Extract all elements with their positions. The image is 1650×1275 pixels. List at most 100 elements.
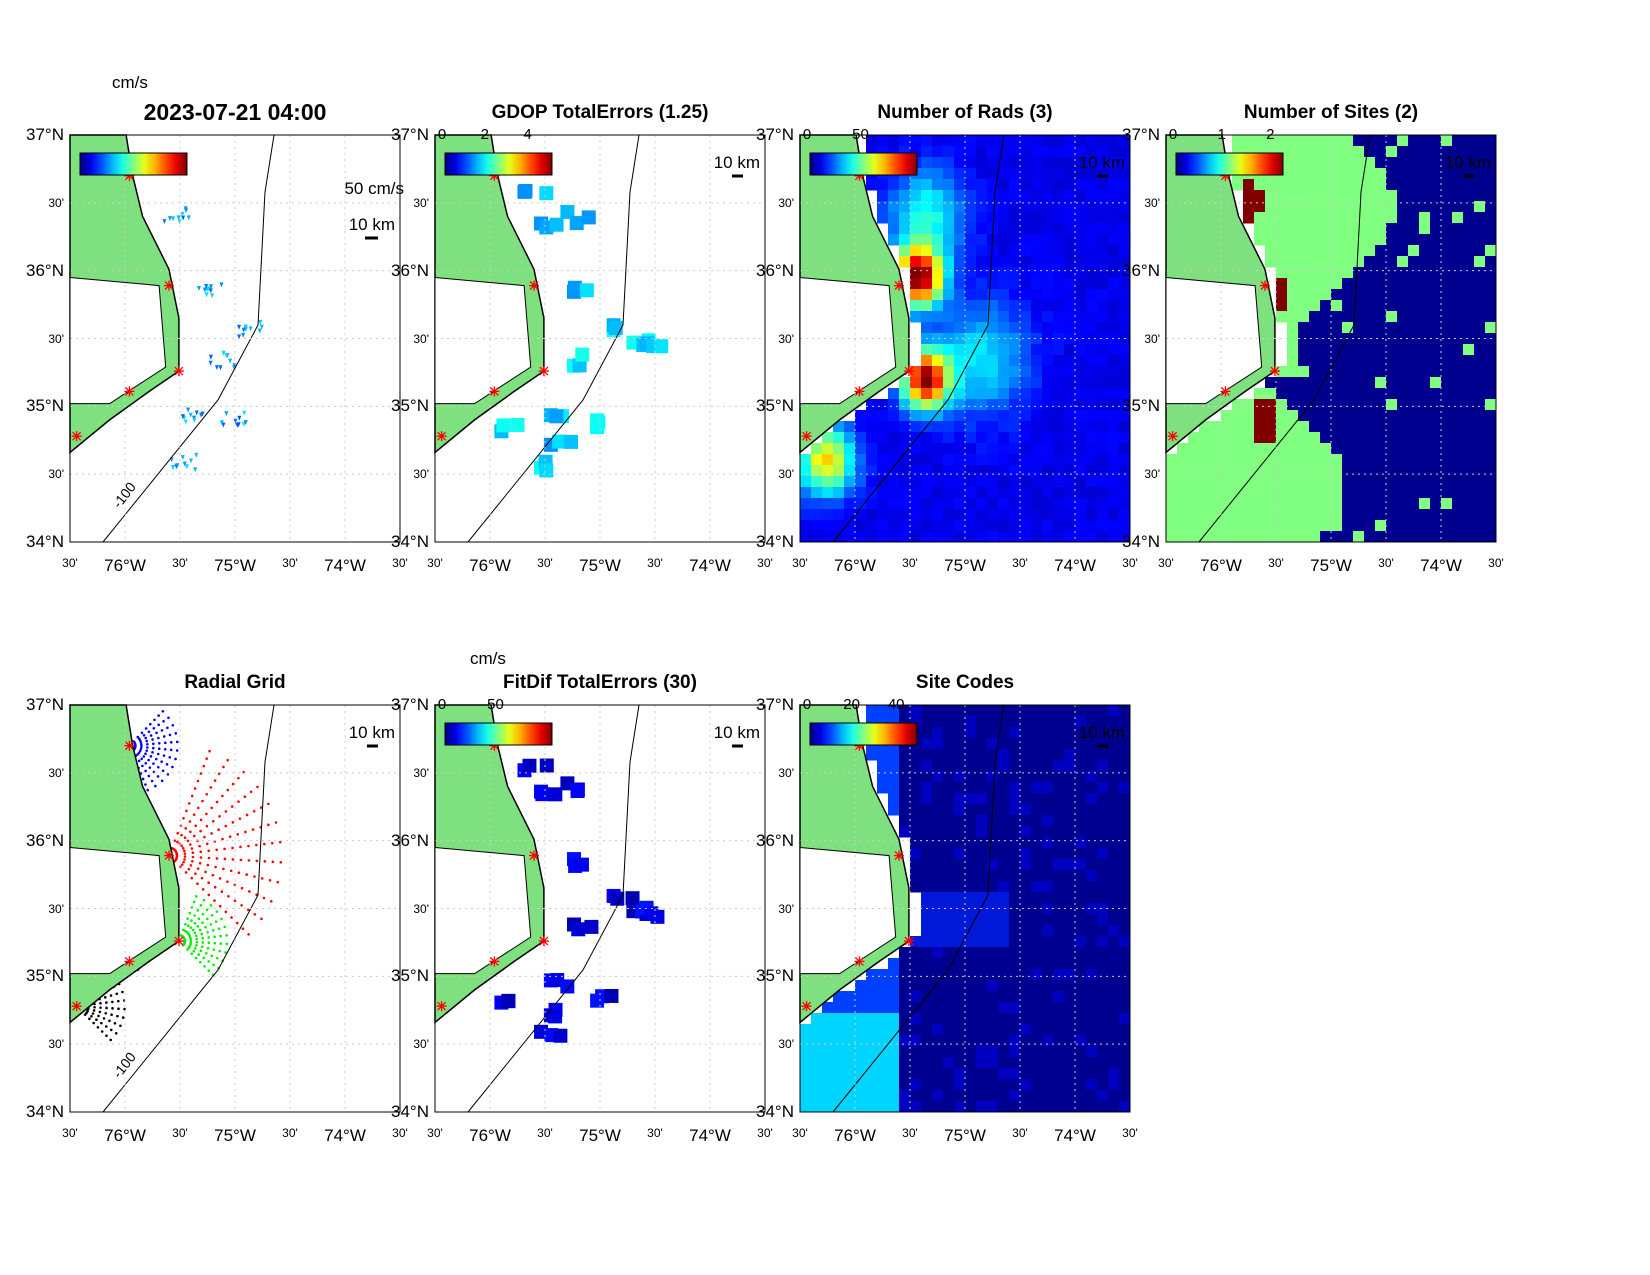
radial-grid-point [186,839,190,843]
grid-cell [1119,267,1131,279]
grid-cell [833,1068,845,1080]
grid-cell [1353,399,1365,411]
grid-cell [1053,1024,1065,1036]
grid-cell [998,1079,1010,1091]
grid-cell [1254,410,1266,422]
grid-cell [1097,947,1109,959]
radial-grid-point [176,840,179,844]
grid-cell [1075,892,1087,904]
grid-cell [1075,135,1087,147]
grid-cell [1386,223,1398,235]
grid-cell [954,410,966,422]
radial-grid-point [196,909,200,912]
radial-grid-point [213,935,216,939]
grid-cell [1020,234,1032,246]
grid-cell [1009,234,1021,246]
grid-cell [1177,454,1189,466]
grid-cell [976,487,988,499]
grid-cell [1009,168,1021,180]
grid-cell [1020,1002,1032,1014]
grid-cell [1485,146,1497,158]
grid-cell [1221,465,1233,477]
radial-grid-point [215,800,219,804]
grid-cell [954,289,966,301]
grid-cell [976,870,988,882]
grid-cell [1452,465,1464,477]
radial-grid-point [249,790,253,794]
grid-cell [943,157,955,169]
grid-cell [1298,168,1310,180]
grid-cell [1430,476,1442,488]
grid-cell [855,443,867,455]
grid-cell [1331,388,1343,400]
grid-cell [1086,377,1098,389]
grid-cell [1119,146,1131,158]
grid-cell [1331,245,1343,257]
radial-grid-point [147,730,151,734]
radial-grid-point [215,956,219,960]
grid-cell [1419,509,1431,521]
grid-cell [1020,245,1032,257]
grid-cell [1441,432,1453,444]
grid-cell [1086,848,1098,860]
grid-cell [1119,760,1131,772]
colorbar-tick-label: 0 [802,126,812,143]
grid-cell [877,771,889,783]
grid-cell [1064,1002,1076,1014]
grid-cell [1009,289,1021,301]
grid-cell [1265,256,1277,268]
grid-cell [1232,509,1244,521]
grid-cell [1119,1035,1131,1047]
grid-cell [910,465,922,477]
grid-cell [1342,146,1354,158]
grid-cell [811,487,823,499]
grid-cell [965,333,977,345]
grid-cell [998,344,1010,356]
grid-cell [1397,377,1409,389]
grid-cell [965,476,977,488]
grid-cell [1342,256,1354,268]
grid-cell [1188,520,1200,532]
grid-cell [943,300,955,312]
grid-cell [1375,234,1387,246]
grid-cell [1276,465,1288,477]
grid-cell [1086,245,1098,257]
grid-cell [1441,278,1453,290]
grid-cell [1342,157,1354,169]
grid-cell [1009,837,1021,849]
grid-cell [1210,454,1222,466]
grid-cell [1430,388,1442,400]
grid-cell [1097,465,1109,477]
lat-tick-label: 30' [778,1037,794,1052]
grid-cell [888,421,900,433]
site-marker [1269,366,1280,377]
grid-cell [1119,300,1131,312]
grid-cell [976,793,988,805]
grid-cell [1221,476,1233,488]
lon-tick-label: 30' [902,1126,918,1140]
radial-grid-point [230,805,234,808]
grid-cell [1309,388,1321,400]
grid-cell [1031,256,1043,268]
radial-grid-point [231,821,235,824]
grid-cell [888,179,900,191]
grid-cell [921,782,933,794]
grid-cell [833,991,845,1003]
grid-cell [976,201,988,213]
grid-cell [855,1057,867,1069]
grid-cell [822,454,834,466]
grid-cell [1364,278,1376,290]
grid-cell [954,245,966,257]
grid-cell [1086,1101,1098,1113]
grid-cell [932,476,944,488]
grid-cell [1119,498,1131,510]
grid-cell [932,991,944,1003]
grid-cell [1119,234,1131,246]
grid-cell [1287,256,1299,268]
grid-cell [1375,212,1387,224]
grid-cell [1408,256,1420,268]
radial-grid-point [192,949,196,953]
grid-cell [998,531,1010,543]
grid-cell [1309,531,1321,543]
grid-cell [998,925,1010,937]
